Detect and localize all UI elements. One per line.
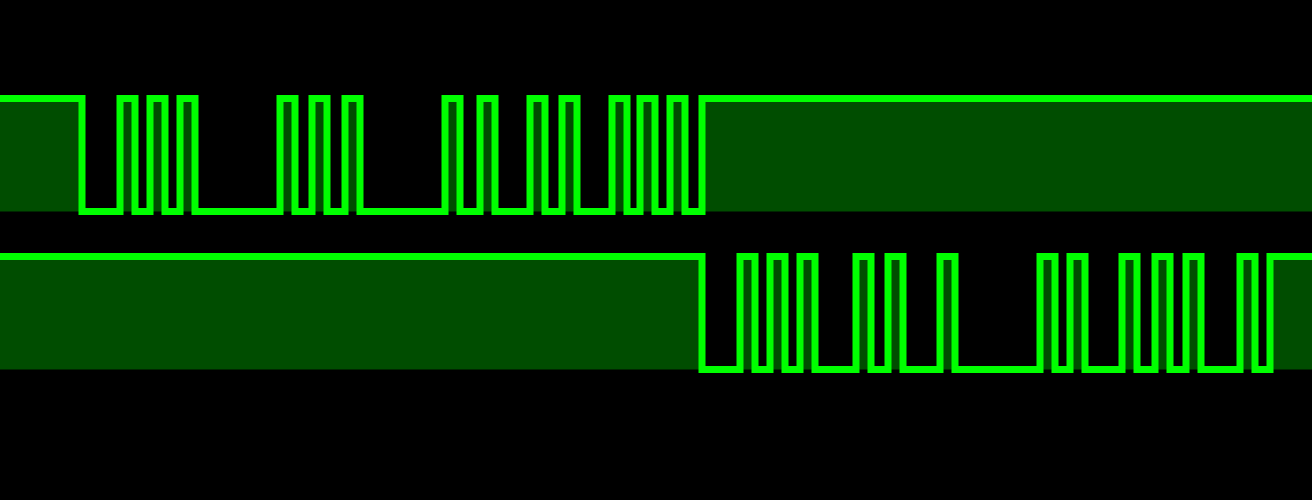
signal-row-0[interactable]	[0, 95, 1312, 215]
waveform-signal-1	[0, 253, 1312, 373]
signal-row-1[interactable]	[0, 253, 1312, 373]
waveform-signal-0	[0, 95, 1312, 215]
